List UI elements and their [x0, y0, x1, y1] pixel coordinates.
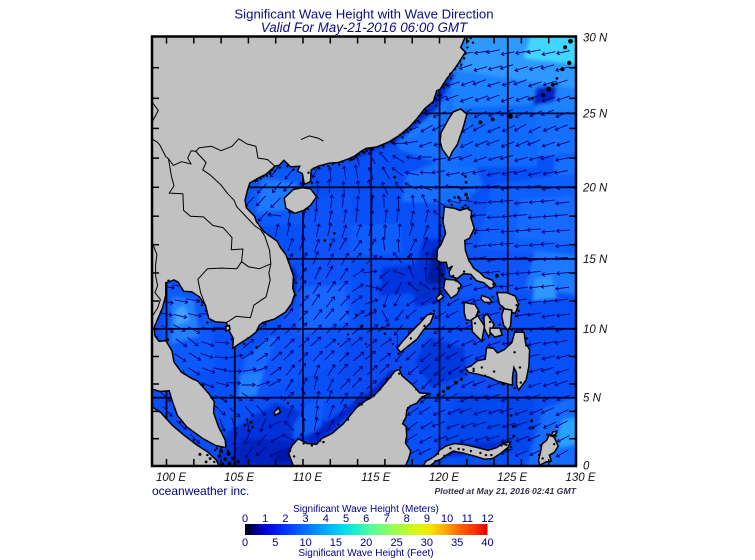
svg-text:20 N: 20 N — [582, 182, 608, 194]
svg-text:Significant Wave Height (Feet): Significant Wave Height (Feet) — [298, 548, 433, 559]
svg-text:5: 5 — [272, 537, 278, 549]
svg-text:10 N: 10 N — [583, 324, 608, 336]
svg-text:0: 0 — [583, 461, 590, 473]
svg-text:Significant Wave Height with W: Significant Wave Height with Wave Direct… — [234, 7, 493, 22]
svg-text:8: 8 — [404, 513, 410, 525]
svg-text:25 N: 25 N — [582, 108, 608, 120]
svg-text:15 N: 15 N — [583, 254, 608, 266]
svg-text:2: 2 — [282, 513, 288, 525]
svg-text:1: 1 — [262, 513, 268, 525]
svg-text:10: 10 — [441, 513, 453, 525]
svg-text:5 N: 5 N — [583, 393, 602, 405]
svg-text:15: 15 — [330, 537, 342, 549]
svg-text:30: 30 — [421, 537, 433, 549]
svg-text:35: 35 — [451, 537, 463, 549]
svg-text:Significant Wave Height (Meter: Significant Wave Height (Meters) — [293, 504, 439, 515]
svg-text:9: 9 — [424, 513, 430, 525]
svg-text:110 E: 110 E — [293, 472, 323, 484]
svg-text:0: 0 — [242, 513, 248, 525]
svg-text:oceanweather inc.: oceanweather inc. — [152, 484, 249, 498]
svg-text:105 E: 105 E — [224, 472, 254, 484]
svg-text:12: 12 — [481, 513, 493, 525]
svg-text:Plotted at May 21, 2016 02:41: Plotted at May 21, 2016 02:41 GMT — [435, 486, 577, 496]
svg-text:0: 0 — [242, 537, 248, 549]
svg-text:6: 6 — [363, 513, 369, 525]
svg-text:115 E: 115 E — [361, 472, 391, 484]
svg-text:25: 25 — [390, 537, 402, 549]
svg-text:10: 10 — [299, 537, 311, 549]
svg-text:3: 3 — [303, 513, 309, 525]
svg-text:4: 4 — [323, 513, 329, 525]
svg-text:130 E: 130 E — [565, 472, 595, 484]
svg-text:5: 5 — [343, 513, 349, 525]
svg-text:11: 11 — [462, 513, 473, 525]
svg-text:20: 20 — [360, 537, 372, 549]
svg-text:125 E: 125 E — [497, 472, 527, 484]
svg-text:100 E: 100 E — [156, 472, 186, 484]
svg-text:Valid For May-21-2016 06:00 GM: Valid For May-21-2016 06:00 GMT — [261, 20, 468, 35]
svg-text:40: 40 — [481, 537, 493, 549]
svg-text:30 N: 30 N — [583, 33, 608, 45]
svg-text:120 E: 120 E — [429, 472, 459, 484]
svg-text:7: 7 — [383, 513, 389, 525]
